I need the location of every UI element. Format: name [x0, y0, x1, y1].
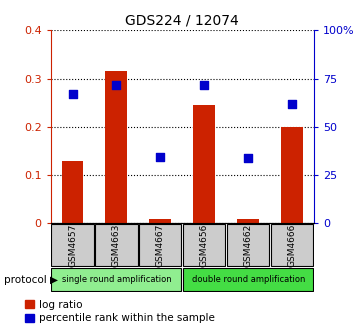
Text: protocol ▶: protocol ▶	[4, 275, 58, 285]
Title: GDS224 / 12074: GDS224 / 12074	[125, 14, 239, 28]
Bar	[237, 219, 259, 223]
Legend: log ratio, percentile rank within the sample: log ratio, percentile rank within the sa…	[23, 298, 217, 325]
FancyBboxPatch shape	[183, 224, 225, 266]
Text: GSM4662: GSM4662	[244, 224, 253, 267]
Point	[70, 91, 75, 97]
Bar	[193, 105, 215, 223]
FancyBboxPatch shape	[271, 224, 313, 266]
Text: GSM4657: GSM4657	[68, 223, 77, 267]
Point	[245, 156, 251, 161]
FancyBboxPatch shape	[51, 268, 182, 291]
Text: double round amplification: double round amplification	[191, 275, 305, 284]
Text: GSM4667: GSM4667	[156, 223, 165, 267]
Bar	[105, 71, 127, 223]
Bar	[281, 127, 303, 223]
FancyBboxPatch shape	[227, 224, 269, 266]
Point	[289, 101, 295, 107]
Bar	[61, 161, 83, 223]
Point	[113, 82, 119, 87]
Point	[201, 82, 207, 87]
FancyBboxPatch shape	[139, 224, 182, 266]
FancyBboxPatch shape	[95, 224, 138, 266]
Point	[157, 155, 163, 160]
Text: GSM4666: GSM4666	[288, 223, 297, 267]
FancyBboxPatch shape	[51, 224, 93, 266]
Text: GSM4663: GSM4663	[112, 223, 121, 267]
Text: GSM4656: GSM4656	[200, 223, 209, 267]
FancyBboxPatch shape	[183, 268, 313, 291]
Text: single round amplification: single round amplification	[62, 275, 171, 284]
Bar	[149, 219, 171, 223]
